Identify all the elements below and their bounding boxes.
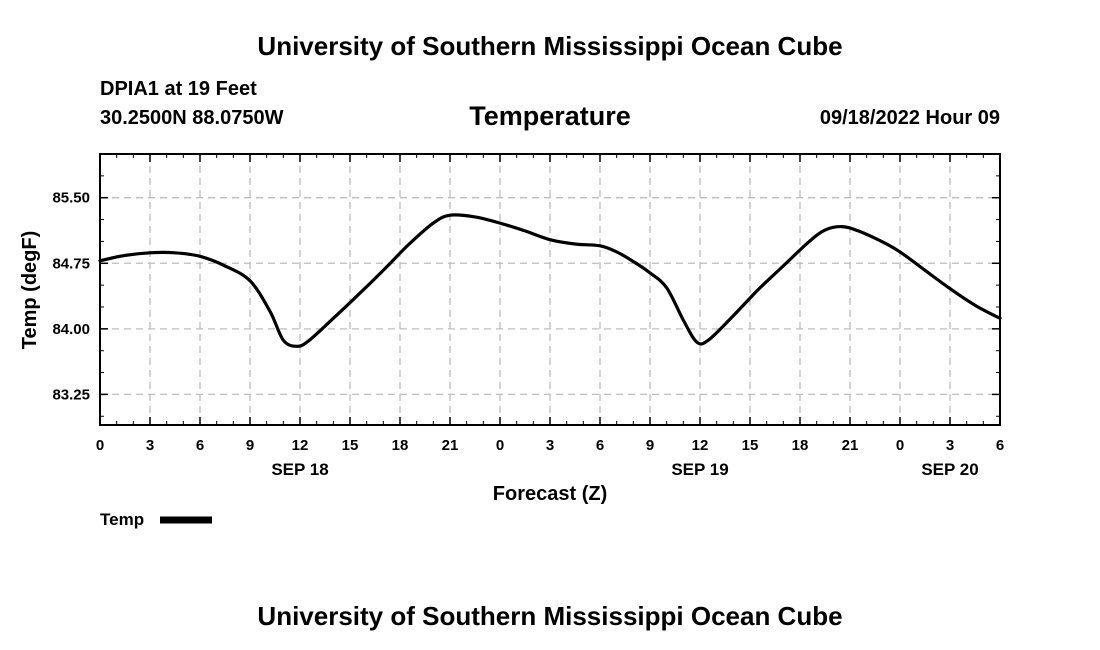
- x-tick-label: 0: [96, 437, 104, 454]
- day-label: SEP 18: [271, 460, 328, 479]
- x-tick-label: 6: [196, 437, 204, 454]
- y-tick-label: 84.00: [52, 321, 90, 338]
- plot-frame: [99, 153, 1001, 426]
- day-label: SEP 19: [671, 460, 728, 479]
- x-tick-label: 6: [996, 437, 1004, 454]
- chart-title: University of Southern Mississippi Ocean…: [257, 31, 842, 61]
- datetime-label: 09/18/2022 Hour 09: [820, 107, 1000, 129]
- grid-lines: [100, 154, 1000, 425]
- x-tick-label: 15: [342, 437, 359, 454]
- y-axis-title: Temp (degF): [19, 231, 41, 350]
- x-tick-label: 3: [546, 437, 554, 454]
- footer-title: University of Southern Mississippi Ocean…: [257, 601, 842, 631]
- day-label: SEP 20: [921, 460, 978, 479]
- x-tick-label: 21: [842, 437, 859, 454]
- x-tick-label: 9: [646, 437, 654, 454]
- x-tick-label: 6: [596, 437, 604, 454]
- x-tick-label: 3: [946, 437, 954, 454]
- x-tick-label: 9: [246, 437, 254, 454]
- series-line-temp: [98, 213, 1002, 348]
- legend: Temp: [100, 510, 212, 529]
- station-label: DPIA1 at 19 Feet: [100, 78, 257, 100]
- variable-title: Temperature: [469, 101, 631, 131]
- x-tick-label: 15: [742, 437, 759, 454]
- legend-label: Temp: [100, 510, 144, 529]
- x-tick-label: 18: [392, 437, 409, 454]
- x-axis-title: Forecast (Z): [493, 483, 607, 505]
- x-tick-label: 18: [792, 437, 809, 454]
- x-tick-label: 0: [896, 437, 904, 454]
- x-tick-label: 3: [146, 437, 154, 454]
- y-tick-label: 85.50: [52, 190, 90, 207]
- x-tick-label: 21: [442, 437, 459, 454]
- coordinates-label: 30.2500N 88.0750W: [100, 107, 284, 129]
- series-layer: [98, 213, 1002, 348]
- x-tick-label: 12: [692, 437, 709, 454]
- x-tick-label: 0: [496, 437, 504, 454]
- tick-labels: 0 3 6 9 12 15 18 21 0 3 6 9 12 15 18 21 0 3 6 83.25 84.00 84.…: [52, 190, 1004, 479]
- y-tick-label: 84.75: [52, 255, 90, 272]
- y-tick-label: 83.25: [52, 386, 90, 403]
- x-tick-label: 12: [292, 437, 309, 454]
